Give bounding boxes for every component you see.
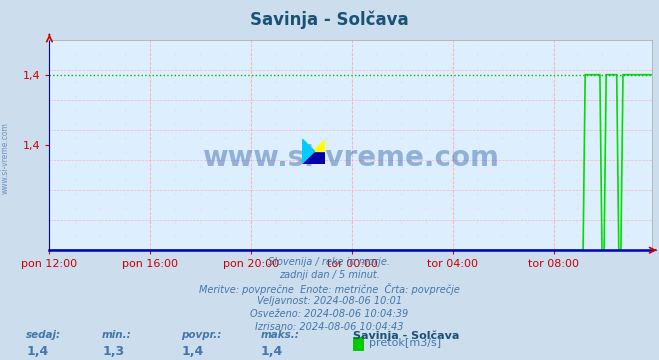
- Text: sedaj:: sedaj:: [26, 330, 61, 341]
- Text: Savinja - Solčava: Savinja - Solčava: [353, 330, 459, 341]
- Polygon shape: [312, 139, 325, 151]
- Text: 1,4: 1,4: [26, 345, 49, 358]
- Polygon shape: [302, 151, 325, 164]
- Text: Slovenija / reke in morje.: Slovenija / reke in morje.: [268, 257, 391, 267]
- Text: Meritve: povprečne  Enote: metrične  Črta: povprečje: Meritve: povprečne Enote: metrične Črta:…: [199, 283, 460, 295]
- Text: min.:: min.:: [102, 330, 132, 341]
- Text: 1,4: 1,4: [260, 345, 283, 358]
- Text: www.si-vreme.com: www.si-vreme.com: [202, 144, 500, 171]
- Text: 1,3: 1,3: [102, 345, 125, 358]
- Text: povpr.:: povpr.:: [181, 330, 221, 341]
- Polygon shape: [302, 139, 314, 164]
- Text: Izrisano: 2024-08-06 10:04:43: Izrisano: 2024-08-06 10:04:43: [255, 322, 404, 332]
- Text: Savinja - Solčava: Savinja - Solčava: [250, 10, 409, 28]
- Text: Osveženo: 2024-08-06 10:04:39: Osveženo: 2024-08-06 10:04:39: [250, 309, 409, 319]
- Text: www.si-vreme.com: www.si-vreme.com: [1, 122, 10, 194]
- Text: 1,4: 1,4: [181, 345, 204, 358]
- Text: pretok[m3/s]: pretok[m3/s]: [369, 338, 441, 348]
- Text: maks.:: maks.:: [260, 330, 299, 341]
- Text: Veljavnost: 2024-08-06 10:01: Veljavnost: 2024-08-06 10:01: [257, 296, 402, 306]
- Text: zadnji dan / 5 minut.: zadnji dan / 5 minut.: [279, 270, 380, 280]
